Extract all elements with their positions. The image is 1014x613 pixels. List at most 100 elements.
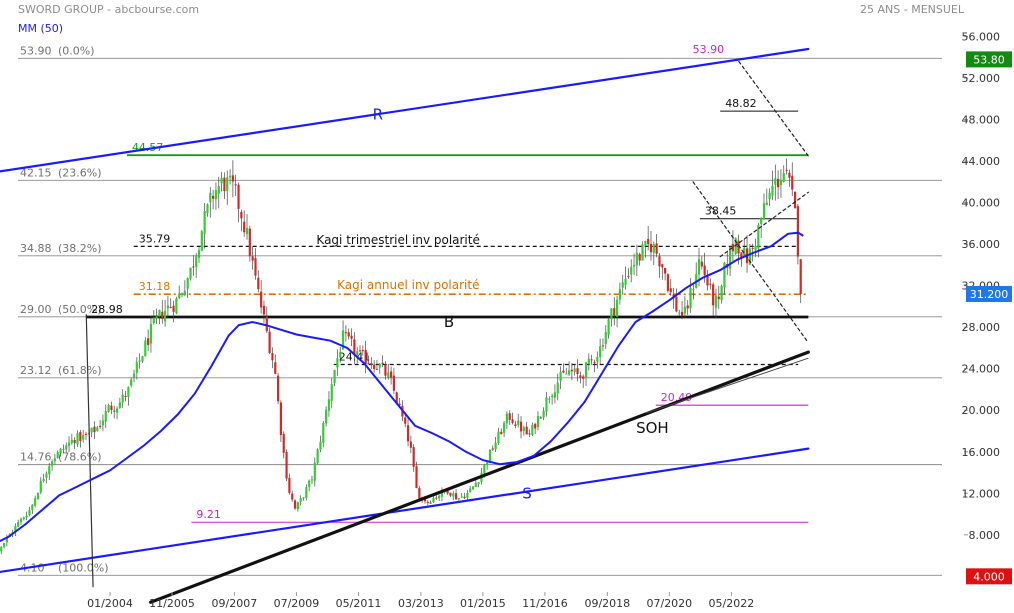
candle-down bbox=[454, 493, 458, 500]
candle-down bbox=[449, 492, 452, 496]
level-label: 38.45 bbox=[705, 205, 737, 218]
candle-down bbox=[240, 211, 243, 219]
annotation-label: 53.90 bbox=[693, 43, 725, 56]
candle-up bbox=[166, 305, 170, 309]
candle-down bbox=[534, 423, 537, 429]
candle-down bbox=[579, 375, 582, 378]
candle-up bbox=[220, 177, 223, 184]
candle-up bbox=[101, 420, 105, 426]
candle-down bbox=[285, 452, 288, 479]
x-tick-label: 01/2015 bbox=[460, 597, 506, 610]
y-tick-label: 36.000 bbox=[962, 238, 1001, 251]
fib-pct-label: (0.0%) bbox=[58, 44, 95, 57]
trendline-vertical bbox=[85, 314, 94, 588]
candle-up bbox=[0, 546, 3, 552]
candle-down bbox=[370, 363, 373, 365]
candle-up bbox=[245, 228, 249, 235]
candle-up bbox=[471, 486, 475, 490]
candle-up bbox=[754, 246, 757, 251]
candle-up bbox=[760, 218, 763, 225]
candle-up bbox=[599, 346, 602, 357]
candle-up bbox=[53, 458, 57, 462]
moving-average-layer bbox=[0, 231, 804, 543]
low-price-badge: 4.000 bbox=[973, 570, 1005, 583]
candle-down bbox=[212, 195, 215, 199]
candle-up bbox=[308, 480, 311, 487]
candle-up bbox=[607, 319, 610, 335]
candle-up bbox=[723, 262, 726, 288]
candle-down bbox=[237, 184, 240, 209]
candle-up bbox=[130, 379, 133, 386]
candle-up bbox=[438, 495, 441, 499]
candle-up bbox=[440, 490, 444, 497]
candle-up bbox=[567, 370, 571, 375]
candle-up bbox=[31, 504, 34, 511]
candle-up bbox=[135, 361, 138, 373]
candle-down bbox=[353, 339, 356, 354]
candle-up bbox=[189, 267, 192, 279]
candle-down bbox=[113, 410, 116, 412]
high-price-badge: 53.80 bbox=[973, 53, 1005, 66]
candle-up bbox=[771, 185, 774, 196]
candle-up bbox=[325, 409, 328, 424]
y-tick-label: 8.000 bbox=[969, 529, 1001, 542]
candle-down bbox=[381, 362, 384, 365]
candle-down bbox=[796, 206, 799, 257]
candle-up bbox=[180, 293, 184, 296]
candle-down bbox=[613, 308, 616, 316]
fib-price-label: 53.90 bbox=[20, 44, 52, 57]
candle-up bbox=[545, 397, 548, 412]
candle-up bbox=[186, 278, 189, 289]
candle-up bbox=[149, 323, 153, 344]
candle-up bbox=[768, 192, 771, 200]
x-tick-label: 07/2020 bbox=[646, 597, 692, 610]
candle-down bbox=[712, 284, 715, 306]
candle-up bbox=[178, 293, 181, 299]
candle-up bbox=[127, 386, 130, 397]
candle-up bbox=[70, 439, 73, 443]
candle-up bbox=[316, 449, 319, 464]
fib-pct-label: (23.6%) bbox=[58, 166, 102, 179]
fib-price-label: 29.00 bbox=[20, 303, 52, 316]
trendlines-layer bbox=[0, 47, 810, 604]
candle-down bbox=[260, 291, 263, 308]
candle-up bbox=[19, 518, 23, 523]
candle-up bbox=[158, 309, 161, 317]
candle-up bbox=[652, 244, 655, 253]
candle-up bbox=[689, 287, 692, 309]
candle-down bbox=[627, 275, 630, 277]
candle-down bbox=[257, 277, 260, 290]
candle-down bbox=[785, 169, 788, 171]
annotation-label: Kagi trimestriel inv polarité bbox=[316, 233, 479, 247]
period-label: 25 ANS - MENSUEL bbox=[860, 3, 965, 16]
candle-up bbox=[697, 258, 701, 275]
candle-up bbox=[757, 225, 760, 249]
candle-down bbox=[686, 305, 689, 309]
candle-up bbox=[228, 175, 232, 178]
candle-up bbox=[17, 522, 20, 527]
candle-down bbox=[392, 375, 396, 391]
candle-down bbox=[93, 426, 96, 433]
annotation-label: B bbox=[444, 313, 454, 331]
candle-up bbox=[2, 542, 6, 548]
level-label: 28.98 bbox=[91, 303, 123, 316]
y-tick-label: 24.000 bbox=[962, 363, 1001, 376]
candle-down bbox=[358, 350, 362, 352]
candle-up bbox=[474, 482, 477, 487]
candle-up bbox=[457, 498, 460, 500]
candle-up bbox=[121, 394, 124, 403]
annotation-label: Kagi annuel inv polarité bbox=[337, 278, 479, 292]
candle-up bbox=[494, 442, 497, 450]
candle-down bbox=[661, 264, 664, 268]
candle-down bbox=[293, 500, 297, 509]
candle-up bbox=[502, 422, 506, 433]
candle-down bbox=[519, 421, 523, 432]
candle-up bbox=[573, 368, 576, 373]
candle-up bbox=[452, 493, 455, 497]
candle-up bbox=[762, 203, 766, 220]
candle-down bbox=[582, 376, 585, 379]
candle-down bbox=[265, 316, 268, 332]
candle-up bbox=[460, 496, 463, 498]
candle-up bbox=[22, 517, 25, 520]
candle-up bbox=[48, 466, 51, 475]
